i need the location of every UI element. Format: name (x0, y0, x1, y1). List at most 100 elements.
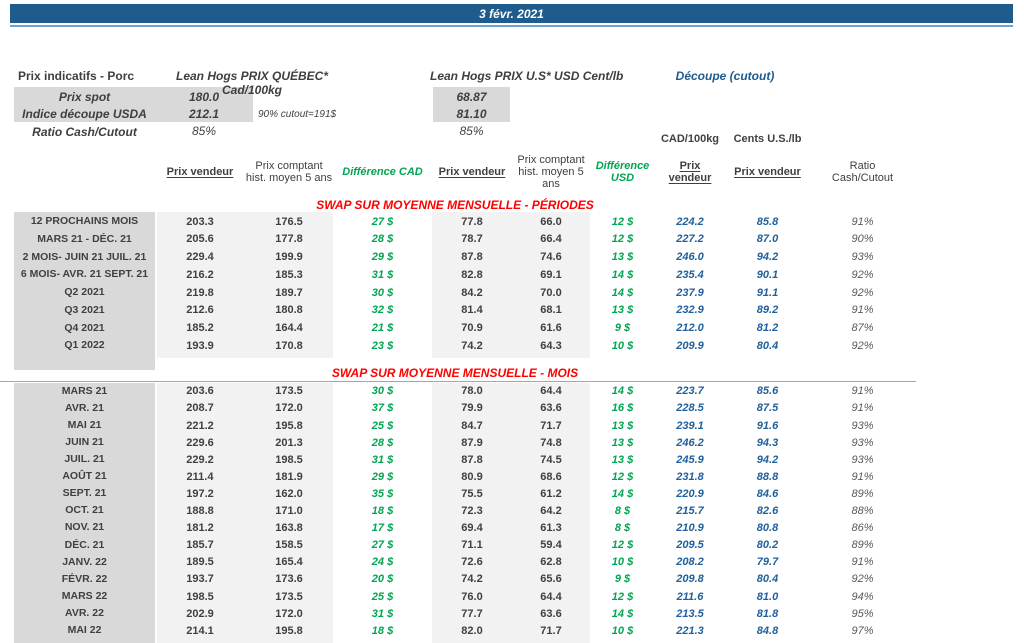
header-prix-comptant-cad: Prix comptant hist. moyen 5 ans (245, 159, 333, 184)
spot-price-label: Prix spot (58, 90, 111, 104)
header-prix-vendeur-cutout-cad: Prix vendeur (668, 159, 712, 184)
header-prix-vendeur-cad: Prix vendeur (166, 165, 234, 178)
row-label: AVR. 22 (65, 606, 104, 619)
prix-vendeur-cad-cell: 185.7 (186, 539, 214, 552)
difference-cad-cell: 28 $ (371, 233, 394, 246)
prix-comptant-usd-cell: 65.6 (540, 573, 562, 586)
difference-cad-cell: 20 $ (371, 573, 394, 586)
cash-cutout-ratio-label: Ratio Cash/Cutout (32, 125, 137, 139)
cutout-cad-cell: 209.9 (676, 339, 704, 352)
cutout-cents-cell: 84.8 (756, 624, 779, 637)
row-label: MAI 21 (67, 418, 102, 431)
ratio-cell: 97% (851, 624, 874, 637)
ratio-cell: 90% (851, 233, 874, 246)
difference-cad-cell: 25 $ (371, 590, 394, 603)
row-label: Q1 2022 (64, 339, 105, 352)
difference-usd-cell: 12 $ (611, 215, 634, 228)
prix-vendeur-cad-cell: 185.2 (186, 322, 214, 335)
difference-cad-cell: 31 $ (371, 607, 394, 620)
prix-comptant-usd-cell: 74.6 (540, 251, 562, 264)
cents-unit-label: Cents U.S./lb (733, 133, 802, 145)
cutout-cad-cell: 208.2 (676, 556, 704, 569)
cutout-cad-cell: 212.0 (676, 322, 704, 335)
us-price-title: Lean Hogs PRIX U.S* USD Cent/lb (430, 69, 624, 83)
cutout-cents-cell: 89.2 (756, 304, 779, 317)
ratio-cell: 93% (851, 251, 874, 264)
cutout-cents-cell: 80.4 (756, 339, 779, 352)
prix-vendeur-usd-cell: 79.9 (461, 402, 483, 415)
cutout-cad-cell: 239.1 (676, 419, 704, 432)
row-label: MARS 21 (61, 384, 108, 397)
prix-vendeur-cad-cell: 202.9 (186, 607, 214, 620)
prix-comptant-cad-cell: 164.4 (275, 322, 303, 335)
cutout-cad-cell: 220.9 (676, 487, 704, 500)
header-prix-vendeur-cutout-cents: Prix vendeur (734, 165, 801, 178)
spot-price-us: 68.87 (456, 90, 487, 104)
row-label: AOÛT 21 (62, 470, 107, 483)
prix-vendeur-cad-cell: 221.2 (186, 419, 214, 432)
prix-comptant-cad-cell: 173.5 (275, 590, 303, 603)
prix-comptant-usd-cell: 61.3 (540, 522, 562, 535)
difference-cad-cell: 35 $ (371, 487, 394, 500)
prix-vendeur-usd-cell: 87.8 (461, 453, 483, 466)
section-title-mois: SWAP SUR MOYENNE MENSUELLE - MOIS (331, 366, 579, 380)
info-cad-cells-bg (14, 87, 253, 122)
row-label: MARS 22 (61, 589, 108, 602)
row-label: MARS 21 - DÉC. 21 (37, 232, 132, 245)
prix-comptant-cad-cell: 162.0 (275, 487, 303, 500)
difference-cad-cell: 31 $ (371, 268, 394, 281)
cutout-cad-cell: 237.9 (676, 286, 704, 299)
difference-cad-cell: 30 $ (371, 385, 394, 398)
cutout-cents-cell: 90.1 (756, 268, 779, 281)
prix-comptant-cad-cell: 180.8 (275, 304, 303, 317)
cutout-cents-cell: 80.8 (756, 522, 779, 535)
cutout-title: Découpe (cutout) (675, 69, 775, 83)
row-label: Q3 2021 (64, 303, 105, 316)
periods-table: 12 PROCHAINS MOIS 203.3 176.5 27 $ 77.8 66.0 1… (14, 213, 915, 355)
row-label: 6 MOIS- AVR. 21 SEPT. 21 (20, 268, 149, 281)
spot-price-cad: 180.0 (188, 90, 220, 104)
prix-vendeur-cad-cell: 203.3 (186, 215, 214, 228)
cutout-cad-cell: 231.8 (676, 470, 704, 483)
months-label-column-bg (14, 383, 155, 643)
prix-vendeur-cad-cell: 219.8 (186, 286, 214, 299)
prix-comptant-cad-cell: 170.8 (275, 339, 303, 352)
difference-usd-cell: 12 $ (611, 590, 634, 603)
prix-vendeur-cad-cell: 208.7 (186, 402, 214, 415)
ratio-cell: 91% (851, 304, 874, 317)
cutout-cents-cell: 84.6 (756, 487, 779, 500)
prix-comptant-cad-cell: 177.8 (275, 233, 303, 246)
difference-usd-cell: 14 $ (611, 607, 634, 620)
prix-vendeur-cad-cell: 229.2 (186, 453, 214, 466)
ratio-cell: 91% (851, 470, 874, 483)
section-divider-line (0, 381, 916, 382)
difference-usd-cell: 13 $ (611, 304, 634, 317)
difference-usd-cell: 9 $ (614, 322, 631, 335)
header-ratio-cash-cutout: Ratio Cash/Cutout (831, 159, 894, 184)
cutout-cents-cell: 81.2 (756, 322, 779, 335)
prix-vendeur-usd-cell: 77.7 (461, 607, 483, 620)
prix-vendeur-usd-cell: 70.9 (461, 322, 483, 335)
row-label: MAI 22 (67, 623, 102, 636)
prix-comptant-usd-cell: 70.0 (540, 286, 562, 299)
prix-vendeur-cad-cell: 214.1 (186, 624, 214, 637)
ratio-cell: 94% (851, 590, 874, 603)
difference-cad-cell: 23 $ (371, 339, 394, 352)
ratio-cell: 91% (851, 215, 874, 228)
usda-cutout-index-us: 81.10 (456, 107, 487, 121)
difference-usd-cell: 13 $ (611, 419, 634, 432)
cutout-cad-cell: 246.0 (676, 251, 704, 264)
prix-comptant-usd-cell: 69.1 (540, 268, 562, 281)
difference-cad-cell: 28 $ (371, 436, 394, 449)
prix-vendeur-usd-cell: 78.0 (461, 385, 483, 398)
cutout-cad-cell: 246.2 (676, 436, 704, 449)
ratio-cell: 92% (851, 573, 874, 586)
prix-comptant-cad-cell: 195.8 (275, 624, 303, 637)
cutout-cents-cell: 85.6 (756, 385, 779, 398)
prix-vendeur-usd-cell: 76.0 (461, 590, 483, 603)
cutout-cents-cell: 80.4 (756, 573, 779, 586)
prix-vendeur-cad-cell: 203.6 (186, 385, 214, 398)
row-label: JUIN 21 (65, 435, 104, 448)
difference-usd-cell: 12 $ (611, 539, 634, 552)
difference-cad-cell: 18 $ (371, 624, 394, 637)
